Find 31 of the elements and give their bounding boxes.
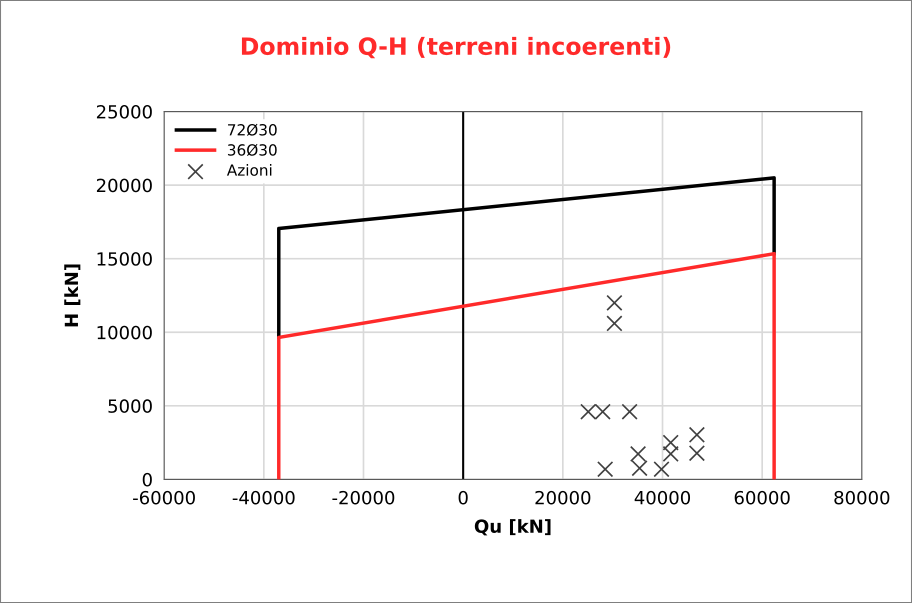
- legend-label: Azioni: [226, 164, 272, 176]
- y-tick-label: 15000: [98, 252, 152, 266]
- point: [597, 461, 614, 478]
- x-axis-title: Qu [kN]: [474, 519, 551, 536]
- x-tick-label: -40000: [232, 490, 295, 504]
- y-axis-title: H [kN]: [64, 264, 80, 326]
- point: [606, 294, 623, 311]
- point: [631, 460, 648, 476]
- y-tick-label: 10000: [98, 326, 152, 340]
- x-tick-label: 60000: [734, 490, 790, 504]
- point: [688, 426, 706, 443]
- y-tick-label: 25000: [96, 105, 152, 119]
- point: [630, 446, 646, 462]
- point: [653, 461, 670, 478]
- x-tick-label: -60000: [133, 490, 195, 504]
- y-tick-label: 20000: [96, 178, 152, 192]
- x-tick-label: 0: [458, 490, 468, 504]
- point: [662, 434, 679, 451]
- x-tick-label: -20000: [332, 490, 394, 504]
- point: [606, 315, 623, 332]
- legend-label: 72Ø30: [228, 124, 277, 136]
- y-tick-label: 0: [142, 472, 152, 486]
- x-tick-label: 80000: [834, 490, 890, 504]
- point: [621, 404, 638, 420]
- legend-label: 36Ø30: [228, 144, 277, 156]
- point: [662, 446, 679, 462]
- y-tick-label: 5000: [108, 399, 152, 413]
- x-tick-label: 40000: [634, 490, 690, 504]
- x-tick-label: 20000: [535, 490, 590, 504]
- point: [688, 445, 706, 462]
- chart-title: Dominio Q-H (terreni incoerenti): [242, 36, 670, 58]
